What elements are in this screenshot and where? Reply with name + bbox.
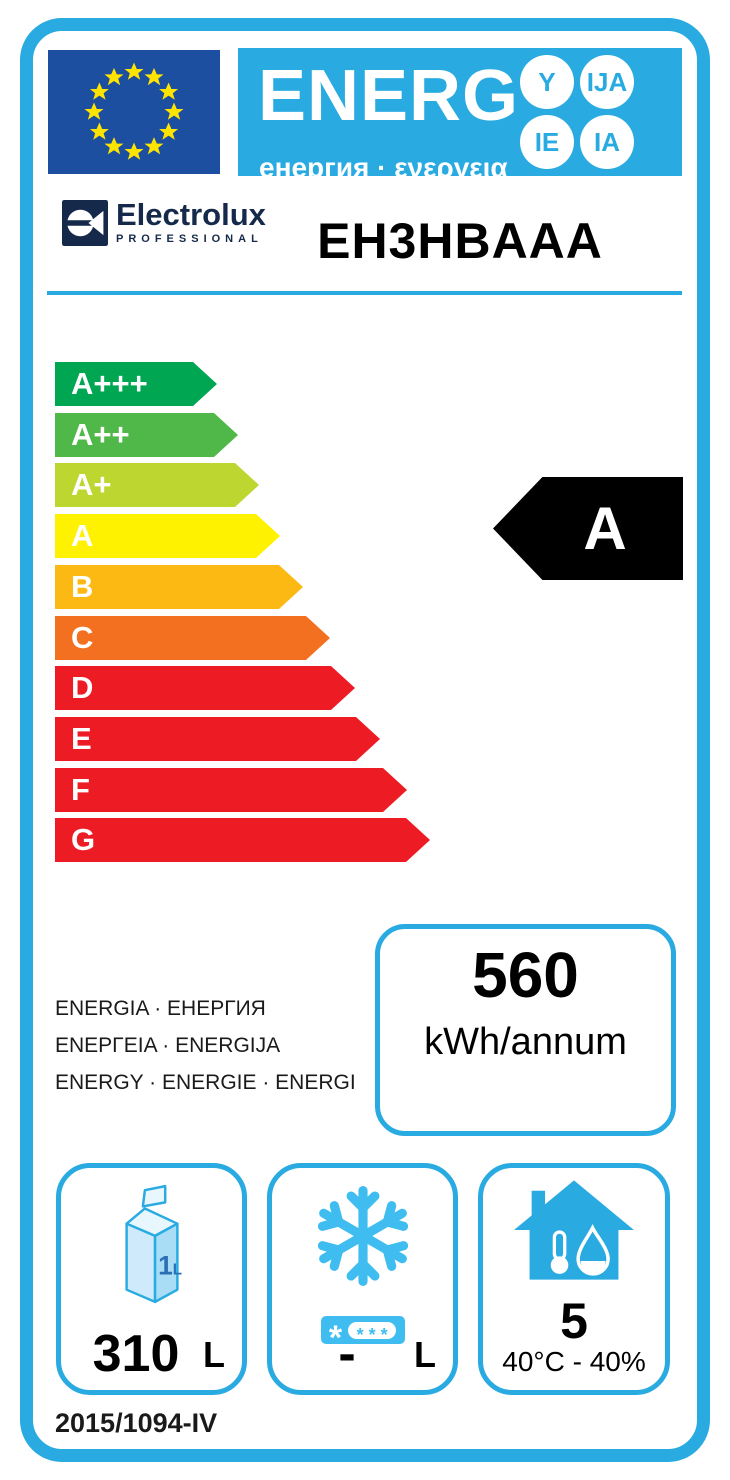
milk-carton-icon: 1L — [61, 1168, 242, 1310]
rating-arrow-f: F — [55, 768, 407, 812]
climate-range: 40°C - 40% — [502, 1346, 646, 1377]
rating-arrow-label: B — [71, 569, 94, 604]
energ-header: ENERG енергия · ενεργεια Y IJA IE IA — [238, 48, 682, 183]
rating-arrow-g: G — [55, 818, 430, 862]
climate-class-panel: 5 40°C - 40% — [478, 1163, 670, 1395]
lang-circle-ia: IA — [580, 115, 634, 169]
lang-circle-ija: IJA — [580, 55, 634, 109]
rating-arrow-a++: A++ — [55, 413, 238, 457]
electrolux-mark-icon — [62, 200, 108, 246]
current-class-label: A — [583, 495, 627, 562]
consumption-value: 560 — [472, 939, 579, 1011]
header-divider — [47, 291, 682, 295]
rating-arrow-label: D — [71, 670, 94, 705]
brand-logo: Electrolux PROFESSIONAL — [62, 197, 266, 246]
eu-flag-icon — [48, 50, 220, 174]
rating-arrow-a+++: A+++ — [55, 362, 217, 406]
lang-circle-ie: IE — [520, 115, 574, 169]
rating-arrow-label: C — [71, 620, 94, 655]
consumption-unit: kWh/annum — [424, 1021, 627, 1063]
rating-arrow-label: E — [71, 721, 92, 756]
freezer-volume-unit: L — [414, 1334, 436, 1375]
lang-circle-y: Y — [520, 55, 574, 109]
rating-arrow-label: A+ — [71, 467, 112, 502]
energy-words-line2: ENEPΓEIA · ENERGIJA — [55, 1034, 281, 1057]
climate-class-value: 5 — [560, 1293, 588, 1349]
freezer-volume-value: - — [338, 1325, 356, 1383]
rating-arrow-label: A++ — [71, 417, 130, 452]
brand-name: Electrolux — [116, 197, 266, 232]
fridge-volume-value: 310 — [92, 1325, 180, 1383]
regulation-number: 2015/1094-IV — [55, 1408, 218, 1438]
energ-subtitle: енергия · ενεργεια — [259, 152, 508, 183]
rating-arrow-label: F — [71, 772, 90, 807]
freezer-star-rating-badge: * * * * — [320, 1316, 405, 1355]
rating-arrow-a: A — [55, 514, 280, 558]
freezer-volume-panel: * * * * - L — [267, 1163, 458, 1395]
rating-arrow-label: A — [71, 518, 94, 553]
rating-arrow-d: D — [55, 666, 355, 710]
model-number: EH3HBAAA — [317, 213, 603, 269]
consumption-box: 560 kWh/annum — [375, 924, 676, 1136]
brand-subname: PROFESSIONAL — [116, 233, 263, 245]
rating-arrow-label: G — [71, 822, 96, 857]
rating-scale: A+++ A++ A+ A B C D E F G — [55, 362, 475, 882]
energ-title: ENERG — [258, 56, 520, 136]
rating-arrow-label: A+++ — [71, 366, 148, 401]
fridge-volume-unit: L — [203, 1334, 225, 1375]
rating-arrow-a+: A+ — [55, 463, 259, 507]
energy-words-line3: ENERGY · ENERGIE · ENERGI — [55, 1071, 356, 1094]
rating-arrow-c: C — [55, 616, 330, 660]
rating-arrow-e: E — [55, 717, 380, 761]
rating-arrow-b: B — [55, 565, 303, 609]
fridge-volume-panel: 1L 310 L — [56, 1163, 247, 1395]
energy-words-line1: ENERGIA · ЕНЕРГИЯ — [55, 997, 266, 1020]
house-climate-icon — [483, 1168, 665, 1282]
snowflake-icon — [272, 1168, 453, 1290]
energy-words: ENERGIA · ЕНЕРГИЯ ENEPΓEIA · ENERGIJA EN… — [55, 990, 356, 1101]
